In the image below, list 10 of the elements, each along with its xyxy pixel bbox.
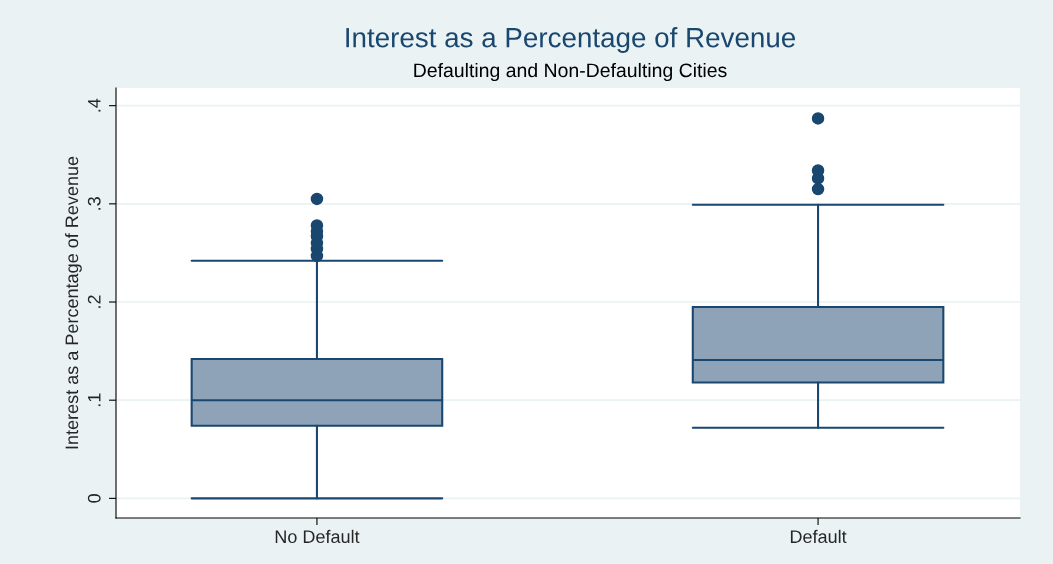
x-tick-label: Default	[790, 529, 847, 544]
chart-title: Interest as a Percentage of Revenue	[346, 27, 796, 53]
y-tick-label: .2	[87, 295, 101, 308]
chart-subtitle: Defaulting and Non-Defaulting Cities	[414, 62, 727, 82]
y-tick-label: .3	[87, 197, 101, 210]
y-tick-label: .4	[88, 98, 101, 112]
y-axis-title: Interest as a Percentage of Revenue	[65, 156, 82, 449]
y-tick-label: 0	[87, 494, 101, 503]
y-tick-label: .1	[88, 393, 101, 407]
x-tick-label: No Default	[275, 529, 360, 544]
